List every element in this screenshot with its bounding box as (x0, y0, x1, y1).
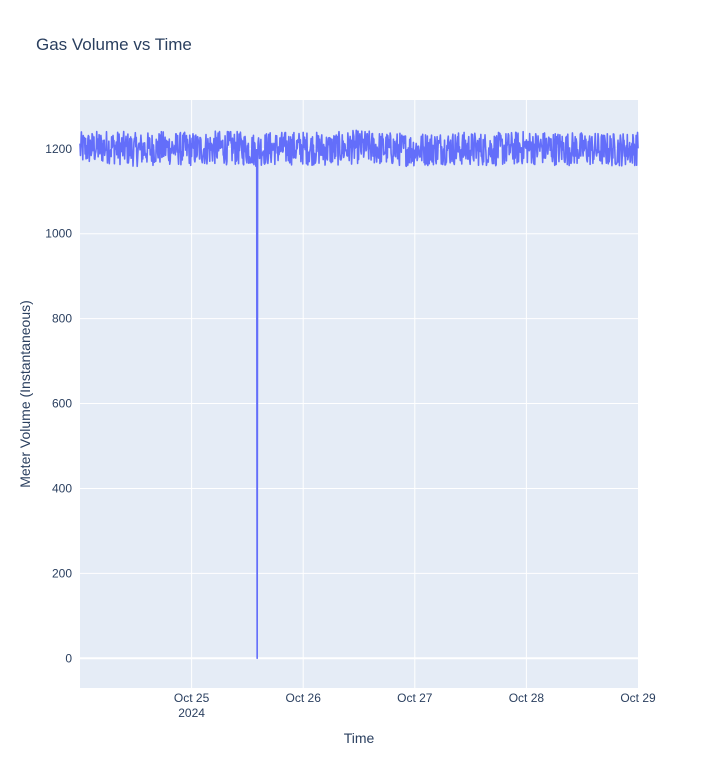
x-tick-label: Oct 26 (286, 691, 322, 705)
x-axis-label: Time (344, 730, 375, 746)
x-tick-label: Oct 28 (509, 691, 545, 705)
x-tick-label: Oct 29 (620, 691, 656, 705)
x-tick-label: Oct 25 (174, 691, 210, 705)
x-tick-label: Oct 27 (397, 691, 433, 705)
y-tick-label: 800 (52, 312, 72, 326)
series-line (79, 129, 639, 660)
y-axis-label: Meter Volume (Instantaneous) (17, 300, 33, 488)
series-layer (79, 129, 639, 660)
y-tick-layer: 0 200 400 600 800 1000 1200 (45, 142, 72, 665)
y-tick-label: 600 (52, 397, 72, 411)
y-tick-label: 0 (65, 651, 72, 665)
y-tick-label: 1200 (45, 142, 72, 156)
x-tick-sublabel: 2024 (178, 706, 205, 720)
y-tick-label: 1000 (45, 227, 72, 241)
y-tick-label: 400 (52, 481, 72, 495)
y-tick-label: 200 (52, 566, 72, 580)
chart-title: Gas Volume vs Time (36, 35, 192, 54)
plot-area[interactable] (80, 100, 638, 688)
grid-layer (80, 100, 638, 688)
